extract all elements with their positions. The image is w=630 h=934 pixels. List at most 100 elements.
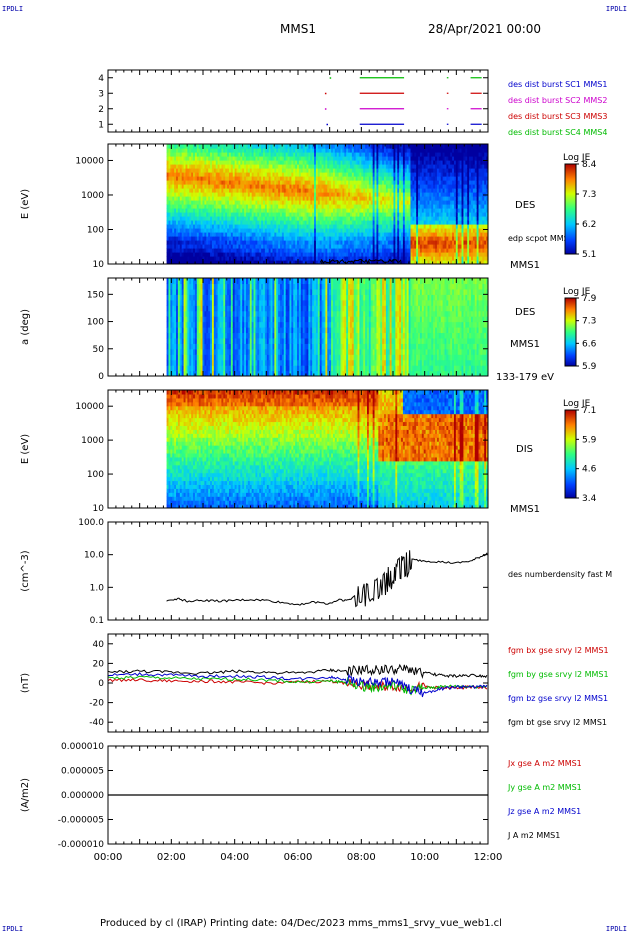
dis-panel-y-tick-label: 10 [93,504,105,514]
burst-panel-y-tick-label: 2 [98,105,104,115]
density-panel-y-tick-label: 1.0 [90,583,105,593]
dis-panel-sublabel: MMS1 [510,504,540,515]
corner-mark-top-left: IPDLI [2,5,24,13]
pitch-panel-colorbar-tick-label: 7.3 [582,317,596,327]
current-panel-y-axis-label: (A/m2) [20,778,31,812]
des-panel-sublabel: MMS1 [510,260,540,271]
x-tick-label: 04:00 [220,852,249,863]
current-legend-item: Jx gse A m2 MMS1 [507,759,582,768]
bfield-panel-y-tick-label: 20 [93,659,105,669]
des-panel-colorbar-title: Log JE [563,153,591,163]
current-panel-y-tick-label: -0.000010 [58,840,104,850]
density-line [166,550,488,608]
current-panel-y-tick-label: 0.000000 [61,791,104,801]
bfield-legend-item: fgm bx gse srvy l2 MMS1 [508,646,609,655]
current-legend-item: Jy gse A m2 MMS1 [507,783,582,792]
x-tick-label: 12:00 [474,852,503,863]
pitch-panel-y-tick-label: 150 [87,290,104,300]
bfield-line [107,675,488,696]
bfield-legend-item: fgm by gse srvy l2 MMS1 [508,670,609,679]
x-tick-label: 10:00 [410,852,439,863]
density-panel-frame [107,521,489,621]
corner-mark-bottom-left: IPDLI [2,925,24,933]
pitch-angle-image [166,278,488,376]
scpot-line [319,258,402,265]
bfield-panel-frame [107,633,489,733]
bfield-line [107,677,488,694]
des-panel-y-tick-label: 10000 [75,156,104,166]
x-tick-label: 02:00 [157,852,186,863]
bfield-legend-item: fgm bz gse srvy l2 MMS1 [508,694,608,703]
current-legend-item: Jz gse A m2 MMS1 [507,807,581,816]
pitch-panel-colorbar-title: Log JE [563,287,591,297]
burst-panel-y-tick-label: 4 [98,74,104,84]
dis-panel-y-tick-label: 100 [87,470,104,480]
dis-panel-colorbar [564,409,577,499]
burst-panel-y-tick-label: 3 [98,89,104,99]
burst-dot [326,123,328,126]
pitch-panel-y-tick-label: 0 [98,372,104,382]
bfield-panel-y-tick-label: -20 [89,699,104,709]
density-panel-y-axis-label: (cm^-3) [20,550,31,591]
footer-text: Produced by cl (IRAP) Printing date: 04/… [100,918,502,929]
pitch-panel-y-axis-label: a (deg) [20,309,31,345]
des-panel-y-tick-label: 1000 [81,191,104,201]
scpot-legend: edp scpot MMS1 [508,234,574,243]
dis-spectrogram-image [166,390,488,508]
pitch-panel-colorbar-tick-label: 5.9 [582,362,597,372]
date-title: 28/Apr/2021 00:00 [428,22,542,36]
des-panel-colorbar-tick-label: 5.1 [582,250,596,260]
density-panel-y-tick-label: 0.1 [90,616,104,626]
burst-legend-item: des dist burst SC1 MMS1 [508,80,607,89]
bfield-legend-item: fgm bt gse srvy l2 MMS1 [508,718,607,727]
burst-dot [324,92,327,95]
dis-panel-y-axis-label: E (eV) [20,434,31,464]
des-panel-colorbar [564,163,577,255]
current-panel-y-tick-label: -0.000005 [58,816,104,826]
burst-panel-frame [107,69,489,133]
des-panel-colorbar-tick-label: 7.3 [582,190,596,200]
pitch-panel-colorbar [564,297,577,367]
bfield-panel-y-tick-label: 40 [93,640,105,650]
des-panel-y-tick-label: 10 [93,260,105,270]
des-panel-label: DES [515,200,535,211]
x-tick-label: 06:00 [284,852,313,863]
x-tick-label: 08:00 [347,852,376,863]
density-panel-y-tick-label: 100.0 [78,518,104,528]
dis-panel-colorbar-title: Log JE [563,399,591,409]
burst-dot [329,77,332,79]
dis-panel-colorbar-tick-label: 7.1 [582,406,596,416]
des-panel-y-tick-label: 100 [87,225,104,235]
bfield-panel-y-axis-label: (nT) [20,673,31,693]
density-legend: des numberdensity fast M [508,570,612,579]
density-panel-y-tick-label: 10.0 [84,551,104,561]
bfield-line [107,663,488,680]
dis-panel-y-tick-label: 10000 [75,402,104,412]
corner-mark-top-right: IPDLI [605,5,627,13]
burst-legend-item: des dist burst SC2 MMS2 [508,96,607,105]
des-panel-colorbar-tick-label: 8.4 [582,160,597,170]
des-panel-colorbar-tick-label: 6.2 [582,220,596,230]
pitch-panel-colorbar-tick-label: 6.6 [582,339,597,349]
dis-panel-colorbar-tick-label: 3.4 [582,494,597,504]
bfield-line [107,672,488,698]
dis-panel-colorbar-tick-label: 4.6 [582,465,597,475]
pitch-panel-y-tick-label: 100 [87,318,104,328]
dis-panel-y-tick-label: 1000 [81,436,104,446]
burst-legend-item: des dist burst SC4 MMS4 [508,128,607,137]
current-panel-y-tick-label: 0.000010 [61,742,104,752]
des-panel-y-axis-label: E (eV) [20,189,31,219]
burst-panel-y-tick-label: 1 [98,120,104,130]
dis-panel-colorbar-tick-label: 5.9 [582,435,597,445]
corner-mark-bottom-right: IPDLI [605,925,627,933]
pitch-panel-y-tick-label: 50 [93,345,105,355]
pitch-panel-sublabel: MMS1 [510,339,540,350]
bfield-panel-y-tick-label: -40 [89,718,104,728]
bfield-panel-y-tick-label: 0 [98,679,104,689]
pitch-panel-colorbar-tick-label: 7.9 [582,294,597,304]
burst-legend-item: des dist burst SC3 MMS3 [508,112,607,121]
x-tick-label: 00:00 [94,852,123,863]
des-spectrogram-image [166,144,488,264]
current-legend-item: J A m2 MMS1 [507,831,560,840]
